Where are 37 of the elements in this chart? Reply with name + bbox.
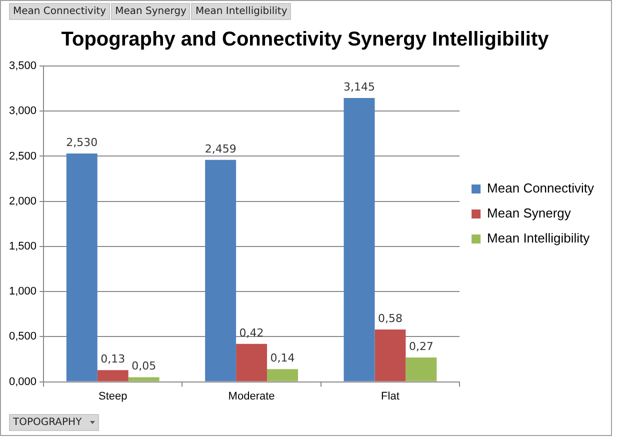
chart-title: Topography and Connectivity Synergy Intelligibility bbox=[61, 28, 550, 51]
x-tick-label: Steep bbox=[98, 390, 128, 402]
bar bbox=[236, 344, 268, 382]
bar bbox=[344, 98, 375, 382]
y-tick-label: 1,500 bbox=[8, 240, 37, 252]
data-label: 0,14 bbox=[270, 352, 295, 365]
bar bbox=[128, 377, 160, 382]
y-tick-label: 1,000 bbox=[8, 286, 37, 298]
text: Mean Connectivity bbox=[9, 3, 110, 20]
y-tick-label: 0,000 bbox=[8, 376, 37, 388]
text: Mean Synergy bbox=[111, 3, 190, 20]
bar bbox=[66, 154, 98, 382]
data-label: 0,27 bbox=[408, 340, 434, 353]
x-tick-label: Flat bbox=[381, 390, 400, 402]
legend-label: Mean Synergy bbox=[487, 206, 572, 221]
bar bbox=[97, 370, 128, 382]
bar bbox=[406, 357, 437, 382]
x-tick-label: Moderate bbox=[228, 390, 275, 402]
text: Mean Intelligibility bbox=[191, 3, 292, 20]
data-label: 2,459 bbox=[204, 142, 236, 156]
bar bbox=[267, 369, 298, 382]
y-tick-label: 3,500 bbox=[8, 60, 37, 72]
legend-label: Mean Connectivity bbox=[487, 180, 594, 196]
bar bbox=[374, 329, 406, 382]
data-label: 0,05 bbox=[132, 360, 156, 373]
bar bbox=[205, 160, 236, 382]
data-label: 2,530 bbox=[66, 136, 98, 149]
data-label: 3,145 bbox=[344, 80, 375, 94]
y-tick-label: 2,500 bbox=[8, 150, 37, 162]
y-tick-label: 3,000 bbox=[8, 105, 37, 118]
data-label: 0,13 bbox=[100, 352, 126, 366]
data-label: 0,58 bbox=[378, 312, 402, 325]
text: TOPOGRAPHY bbox=[13, 417, 82, 428]
y-tick-label: 2,000 bbox=[8, 195, 37, 208]
legend-label: Mean Intelligibility bbox=[487, 230, 590, 246]
y-tick-label: 0,500 bbox=[8, 330, 37, 343]
data-label: 0,42 bbox=[239, 326, 264, 340]
